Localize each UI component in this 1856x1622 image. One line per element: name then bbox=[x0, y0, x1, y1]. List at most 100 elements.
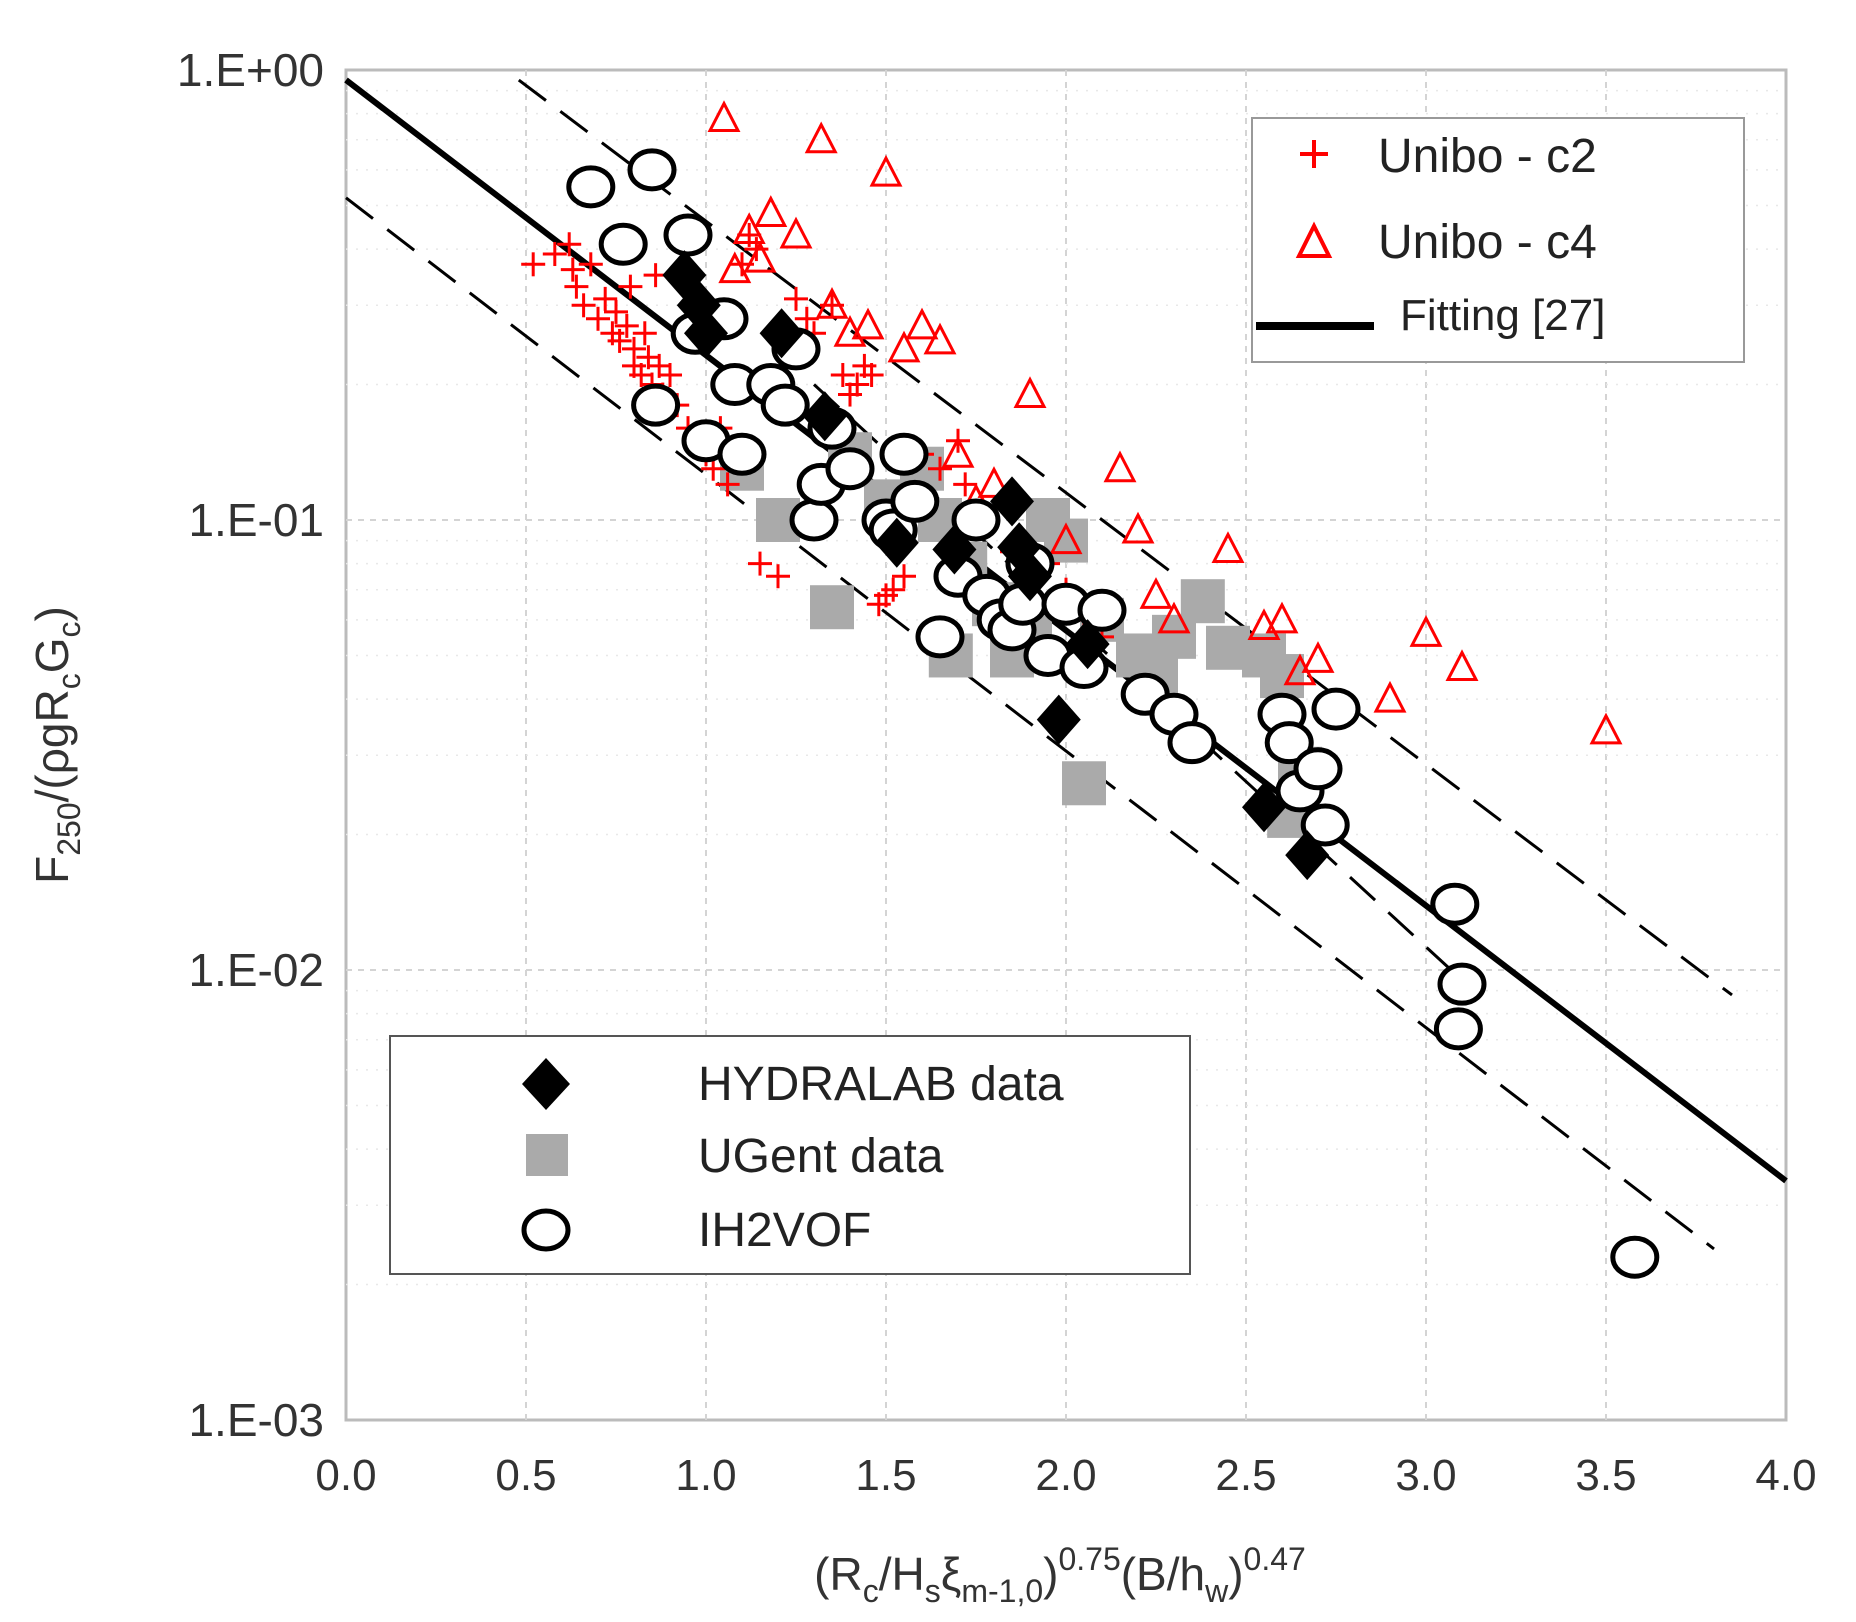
point-unibo-c2 bbox=[845, 372, 870, 397]
point-ih2vof bbox=[825, 447, 875, 491]
x-tick-label: 0.5 bbox=[495, 1451, 556, 1500]
point-unibo-c4 bbox=[1157, 601, 1191, 634]
point-hydralab bbox=[1242, 782, 1286, 833]
point-unibo-c4 bbox=[887, 330, 921, 363]
point-ih2vof bbox=[663, 213, 713, 257]
point-unibo-c2 bbox=[859, 363, 884, 388]
legend-top-frame bbox=[1251, 117, 1745, 363]
point-unibo-c2 bbox=[557, 232, 582, 257]
point-hydralab bbox=[759, 308, 804, 359]
data-points bbox=[521, 100, 1660, 1279]
point-unibo-c2 bbox=[784, 286, 808, 311]
point-unibo-c2 bbox=[593, 286, 618, 311]
axis-ticks: 0.0 0.5 1.0 1.5 2.0 2.5 3.0 3.5 4.0 1.E+00 1.E-01 1… bbox=[177, 44, 1817, 1500]
legend-marker-hydralab bbox=[522, 1058, 570, 1110]
x-tick-label: 2.5 bbox=[1215, 1451, 1276, 1500]
point-unibo-c4 bbox=[1103, 450, 1137, 483]
point-unibo-c2 bbox=[586, 306, 610, 331]
point-ih2vof bbox=[789, 498, 839, 542]
point-unibo-c4 bbox=[1409, 615, 1443, 647]
y-tick-label: 1.E+00 bbox=[177, 44, 324, 96]
point-unibo-c4 bbox=[1121, 511, 1155, 544]
point-ih2vof bbox=[1430, 882, 1480, 926]
point-ih2vof bbox=[631, 383, 681, 427]
point-unibo-c4 bbox=[923, 322, 957, 355]
point-unibo-c2 bbox=[658, 363, 682, 388]
point-unibo-c2 bbox=[953, 472, 978, 497]
point-unibo-c4 bbox=[977, 466, 1011, 498]
point-unibo-c2 bbox=[618, 274, 643, 299]
point-ih2vof bbox=[1610, 1235, 1660, 1279]
legend-bottom: HYDRALAB data UGent data IH2VOF bbox=[389, 1035, 1191, 1275]
point-unibo-c4 bbox=[851, 307, 885, 340]
y-tick-label: 1.E-03 bbox=[188, 1394, 324, 1446]
point-unibo-c4 bbox=[707, 100, 741, 133]
point-ih2vof bbox=[951, 498, 1001, 542]
x-tick-label: 3.0 bbox=[1395, 1451, 1456, 1500]
point-ih2vof bbox=[760, 383, 810, 427]
x-tick-label: 3.5 bbox=[1575, 1451, 1636, 1500]
point-unibo-c4 bbox=[905, 307, 939, 340]
fit-line-lower-bound bbox=[345, 196, 1715, 1251]
legend-label-ih2vof: IH2VOF bbox=[698, 1204, 871, 1257]
point-unibo-c2 bbox=[607, 328, 632, 353]
legend-top: Unibo - c2 Unibo - c4 Fitting [27] bbox=[1251, 117, 1745, 363]
point-unibo-c2 bbox=[521, 252, 546, 277]
point-unibo-c2 bbox=[604, 299, 628, 324]
point-unibo-c2 bbox=[614, 313, 639, 338]
point-ih2vof bbox=[915, 615, 965, 659]
legend-marker-ugent bbox=[526, 1134, 568, 1176]
y-tick-label: 1.E-01 bbox=[188, 494, 324, 546]
point-ih2vof bbox=[1293, 747, 1343, 791]
point-hydralab bbox=[1285, 830, 1330, 881]
point-unibo-c4 bbox=[1589, 712, 1623, 745]
point-unibo-c2 bbox=[748, 551, 772, 576]
point-unibo-c2 bbox=[928, 456, 952, 481]
point-unibo-c2 bbox=[766, 564, 790, 589]
point-unibo-c4 bbox=[941, 435, 975, 468]
point-unibo-c4 bbox=[718, 251, 752, 284]
point-unibo-c2 bbox=[632, 321, 657, 346]
point-unibo-c4 bbox=[732, 212, 766, 244]
point-unibo-c2 bbox=[571, 293, 596, 318]
point-ih2vof bbox=[566, 165, 616, 209]
point-unibo-c4 bbox=[1211, 531, 1245, 563]
point-hydralab bbox=[1065, 619, 1110, 670]
x-tick-label: 1.5 bbox=[855, 1451, 916, 1500]
point-ugent bbox=[1180, 579, 1225, 624]
point-unibo-c4 bbox=[743, 240, 777, 273]
point-unibo-c2 bbox=[892, 564, 916, 589]
legend-label-hydralab: HYDRALAB data bbox=[698, 1058, 1064, 1111]
point-hydralab bbox=[874, 517, 919, 568]
legend-label-ugent: UGent data bbox=[698, 1130, 944, 1183]
point-unibo-c4 bbox=[1265, 601, 1299, 634]
legend-label-unibo-c2: Unibo - c2 bbox=[1378, 130, 1597, 183]
point-unibo-c4 bbox=[779, 216, 813, 249]
point-ih2vof bbox=[598, 222, 648, 266]
x-tick-label: 1.0 bbox=[675, 1451, 736, 1500]
point-ih2vof bbox=[1167, 721, 1217, 765]
point-unibo-c4 bbox=[1139, 577, 1173, 609]
point-unibo-c4 bbox=[869, 154, 903, 187]
legend-marker-unibo-c2 bbox=[1300, 140, 1328, 168]
point-unibo-c4 bbox=[815, 287, 849, 319]
x-tick-label: 0.0 bbox=[315, 1451, 376, 1500]
point-ih2vof bbox=[1433, 1007, 1483, 1051]
point-ih2vof bbox=[879, 432, 929, 476]
point-ih2vof bbox=[1300, 803, 1350, 847]
point-ih2vof bbox=[1437, 962, 1487, 1006]
point-unibo-c2 bbox=[560, 257, 585, 282]
point-unibo-c4 bbox=[804, 121, 838, 154]
point-unibo-c2 bbox=[542, 242, 567, 267]
point-unibo-c4 bbox=[1013, 376, 1047, 409]
legend-label-unibo-c4: Unibo - c4 bbox=[1378, 216, 1597, 269]
legend-marker-unibo-c4 bbox=[1295, 221, 1333, 258]
point-hydralab bbox=[684, 308, 728, 359]
y-axis-title: F250/(ρgRcGc) bbox=[26, 606, 87, 884]
point-ih2vof bbox=[1264, 721, 1314, 765]
point-hydralab bbox=[802, 391, 847, 442]
point-unibo-c2 bbox=[564, 274, 589, 299]
point-unibo-c4 bbox=[1301, 641, 1335, 673]
x-axis-title: (Rc/Hsξm-1,0)0.75(B/hw)0.47 bbox=[814, 1541, 1306, 1609]
